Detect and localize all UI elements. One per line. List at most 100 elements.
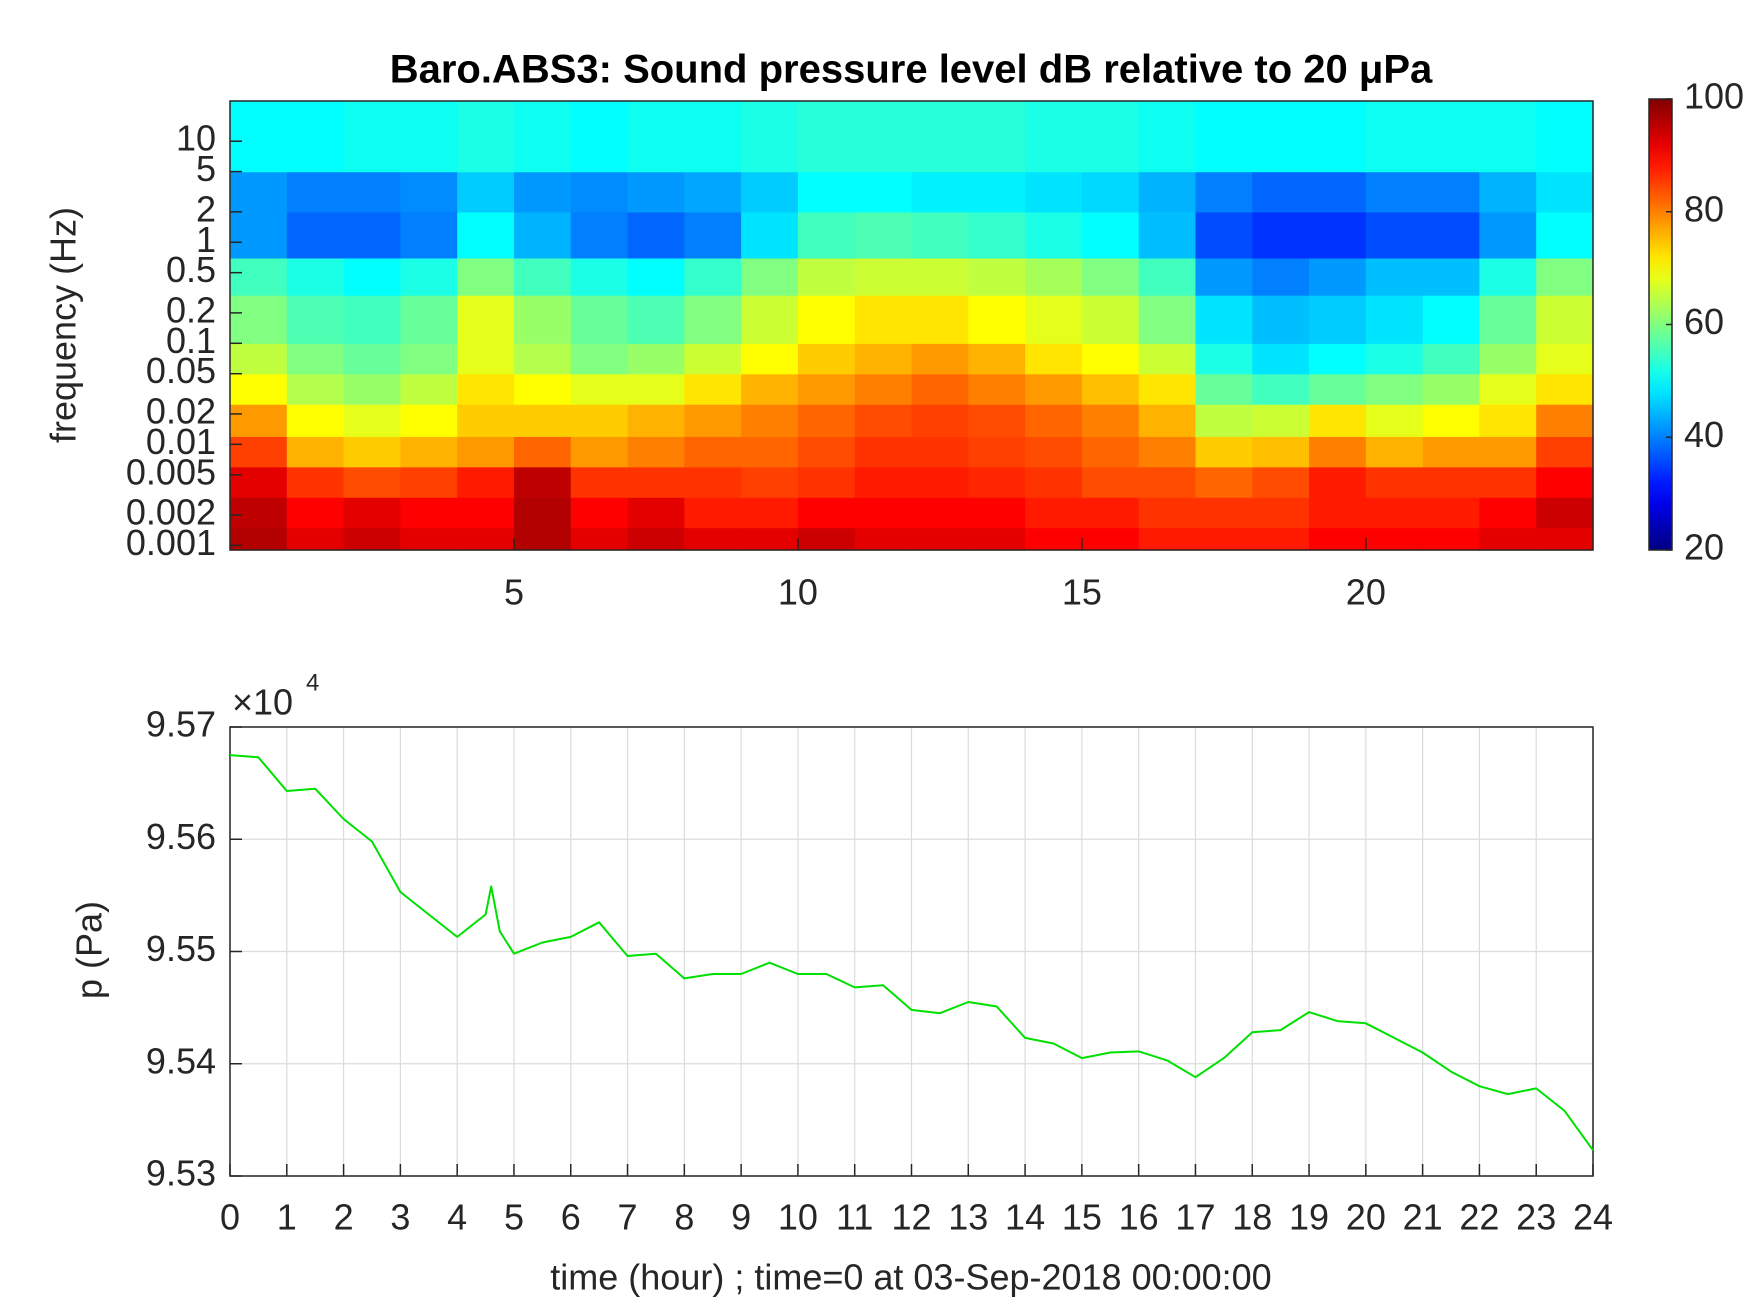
heatmap-cell [513,527,572,551]
heatmap-cell [1138,497,1197,529]
heatmap-cell [1479,295,1537,344]
heatmap-cell [1081,171,1140,213]
heatmap-cell [513,466,572,498]
heatmap-cell [400,257,458,296]
heatmap-cell [1138,373,1197,405]
plot-frame [229,726,1594,1177]
heatmap-cell [1309,497,1367,529]
x-tick-label: 24 [1573,1197,1613,1238]
x-tick-label: 5 [504,1197,524,1238]
heatmap-cell [1081,101,1140,173]
heatmap-cell [1252,497,1310,529]
y-tick-label: 0.01 [146,421,216,462]
heatmap-cell [1195,295,1253,344]
heatmap-cell [1422,466,1481,498]
heatmap-cell [1195,171,1253,213]
heatmap-cell [1025,373,1083,405]
heatmap-cell [230,373,288,405]
heatmap-cell [1309,171,1367,213]
heatmap-cell [854,295,913,344]
heatmap-cell [1422,171,1481,213]
heatmap-cell [741,373,799,405]
heatmap-cell [286,466,345,498]
heatmap-cell [1195,373,1253,405]
heatmap-cell [684,436,742,468]
heatmap-cell [570,466,629,498]
heatmap-cell [457,527,515,551]
heatmap-cell [1081,466,1140,498]
chart-title: Baro.ABS3: Sound pressure level dB relat… [390,48,1433,92]
heatmap-cell [1422,404,1481,437]
heatmap-cell [1195,211,1253,259]
heatmap-cell [684,466,742,498]
heatmap-cell [286,373,345,405]
heatmap-cell [457,295,515,344]
y-tick-label: 9.56 [146,816,216,857]
colorbar-tick-label: 20 [1684,527,1724,568]
heatmap-cell [684,373,742,405]
heatmap-cell [1025,527,1083,551]
heatmap-cell [854,211,913,259]
heatmap-cell [513,404,572,437]
x-axis-label: time (hour) ; time=0 at 03-Sep-2018 00:0… [550,1257,1271,1298]
heatmap-cell [741,257,799,296]
heatmap-cell [797,257,856,296]
heatmap-cell [684,404,742,437]
heatmap-cell [1081,343,1140,375]
heatmap-cell [457,373,515,405]
heatmap-cell [1252,101,1310,173]
x-tick-label: 5 [504,572,524,613]
heatmap-cell [400,436,458,468]
heatmap-cell [911,373,969,405]
heatmap-cell [1252,436,1310,468]
heatmap-cell [1195,404,1253,437]
heatmap-cell [1309,404,1367,437]
heatmap-cell [286,171,345,213]
heatmap-cell [1081,436,1140,468]
heatmap-cell [286,527,345,551]
heatmap-cell [1479,343,1537,375]
x-tick-label: 19 [1289,1197,1329,1238]
heatmap-cell [343,404,401,437]
heatmap-cell [286,497,345,529]
heatmap-cell [457,211,515,259]
heatmap-cell [741,436,799,468]
y-axis-label: frequency (Hz) [43,207,84,443]
heatmap-cell [286,436,345,468]
heatmap-cell [854,466,913,498]
heatmap-cell [968,373,1026,405]
heatmap-cell [911,436,969,468]
heatmap-cell [286,404,345,437]
heatmap-cell [1025,295,1083,344]
heatmap-cell [1138,101,1197,173]
heatmap-cell [1536,373,1594,405]
heatmap-cell [911,257,969,296]
y-tick-label: 0.001 [126,522,216,563]
x-tick-label: 9 [731,1197,751,1238]
heatmap-cell [684,497,742,529]
heatmap-cell [797,527,856,551]
heatmap-cell [1309,343,1367,375]
heatmap-cell [457,404,515,437]
heatmap-cell [230,101,288,173]
heatmap-cell [400,211,458,259]
heatmap-cell [513,343,572,375]
heatmap-cell [457,497,515,529]
heatmap-cell [513,295,572,344]
heatmap-cell [1365,343,1424,375]
x-tick-label: 22 [1459,1197,1499,1238]
heatmap-cell [1252,211,1310,259]
heatmap-cell [911,497,969,529]
heatmap-cell [1025,101,1083,173]
heatmap-cell [1025,257,1083,296]
heatmap-cell [230,497,288,529]
heatmap-cell [457,436,515,468]
heatmap-cell [1252,466,1310,498]
heatmap-cell [1195,343,1253,375]
heatmap-cell [1365,436,1424,468]
heatmap-cell [1536,497,1594,529]
heatmap-cell [1138,436,1197,468]
heatmap-cell [230,295,288,344]
heatmap-cell [1025,211,1083,259]
heatmap-cell [741,101,799,173]
